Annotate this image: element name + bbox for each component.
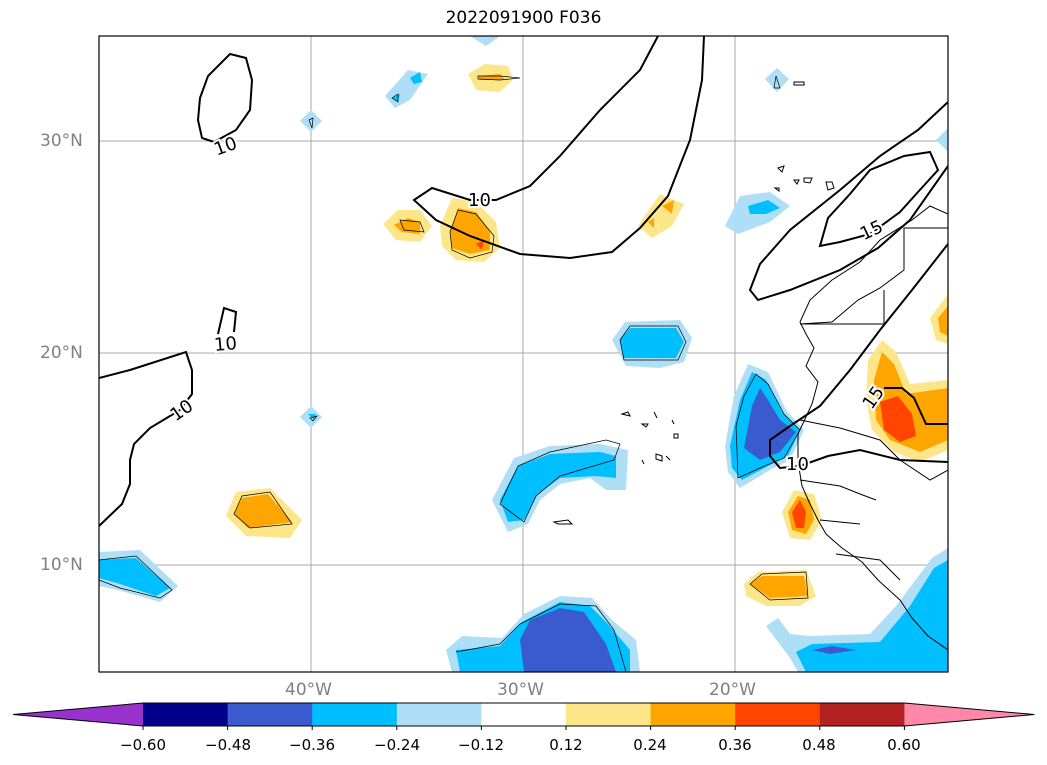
negative-anomaly-region xyxy=(744,388,796,460)
colorbar-segment xyxy=(396,703,482,726)
africa-coastline xyxy=(797,205,948,651)
contour-line xyxy=(748,101,948,302)
positive-anomaly-region xyxy=(478,74,505,80)
negative-anomaly-region xyxy=(520,608,616,672)
lon-label-20w: 20°W xyxy=(709,680,756,700)
canary-islands xyxy=(773,165,835,192)
negative-anomaly-region xyxy=(500,452,616,522)
positive-anomaly-region xyxy=(750,576,808,598)
negative-anomaly-region xyxy=(748,200,780,214)
colorbar-tick-label: −0.60 xyxy=(120,736,166,754)
colorbar-segment xyxy=(227,703,313,726)
negative-anomaly-region xyxy=(392,72,422,102)
lat-label-20n: 20°N xyxy=(40,343,83,363)
country-border xyxy=(800,290,885,325)
negative-anomaly-region xyxy=(812,646,856,654)
colorbar-segment xyxy=(650,703,736,726)
negative-anomaly-region xyxy=(308,414,316,420)
map-title: 2022091900 F036 xyxy=(445,8,602,28)
cape-verde-islands xyxy=(620,411,679,465)
positive-anomaly-region xyxy=(938,306,948,336)
contour-line xyxy=(217,306,238,335)
contour-label: 10 xyxy=(166,396,197,426)
country-border xyxy=(799,479,901,581)
contour-line xyxy=(818,150,940,248)
madeira-island xyxy=(793,81,805,86)
contour-label: 10 xyxy=(213,333,238,356)
country-border xyxy=(799,419,948,481)
negative-anomaly-region xyxy=(796,560,948,672)
colorbar-tick-label: 0.36 xyxy=(718,736,752,754)
lat-label-30n: 30°N xyxy=(40,131,83,151)
colorbar-segment xyxy=(481,703,567,726)
colorbar-tick-label: −0.12 xyxy=(458,736,504,754)
colorbar-segment xyxy=(735,703,821,726)
contour-line xyxy=(99,350,193,527)
lat-label-10n: 10°N xyxy=(40,555,83,575)
coastlines xyxy=(552,81,948,651)
contour-line xyxy=(196,52,254,144)
contour-label: 15 xyxy=(857,216,887,245)
contour-label: 10 xyxy=(211,133,240,161)
anomaly-outlines xyxy=(99,75,809,672)
anomaly-shading xyxy=(99,36,948,672)
negative-anomaly-region xyxy=(470,36,500,46)
colorbar-segment xyxy=(566,703,652,726)
negative-anomaly-region xyxy=(385,70,428,108)
contour-label: 10 xyxy=(786,454,809,475)
contour-label: 10 xyxy=(468,190,491,211)
contour-line xyxy=(412,36,705,260)
colorbar-tick-label: 0.60 xyxy=(887,736,921,754)
colorbar-tick-label: 0.12 xyxy=(549,736,583,754)
contour-line xyxy=(884,387,948,425)
gridlines xyxy=(99,36,948,672)
positive-anomaly-region xyxy=(638,194,684,238)
positive-anomaly-region xyxy=(476,240,484,250)
iberia-morocco-border xyxy=(799,227,948,325)
main-contours xyxy=(99,36,948,527)
colorbar xyxy=(12,702,1035,730)
negative-anomaly-region xyxy=(300,110,322,132)
map-frame xyxy=(98,35,949,673)
colorbar-segment xyxy=(312,703,398,726)
negative-anomaly-region xyxy=(99,558,170,596)
positive-anomaly-region xyxy=(648,200,674,228)
colorbar-segment xyxy=(819,703,905,726)
colorbar-extend-min xyxy=(13,703,143,726)
lon-label-40w: 40°W xyxy=(285,680,332,700)
mid-atlantic-feature xyxy=(552,519,574,525)
positive-anomaly-region xyxy=(792,500,806,528)
colorbar-tick-label: −0.24 xyxy=(374,736,420,754)
colorbar-extend-max xyxy=(904,703,1035,726)
colorbar-tick-label: −0.48 xyxy=(205,736,251,754)
positive-anomaly-region xyxy=(234,494,292,528)
colorbar-segment xyxy=(143,703,229,726)
colorbar-tick-label: −0.36 xyxy=(289,736,335,754)
colorbar-tick-label: 0.48 xyxy=(802,736,836,754)
colorbar-tick-label: 0.24 xyxy=(633,736,667,754)
positive-anomaly-region xyxy=(880,396,916,442)
negative-anomaly-region xyxy=(936,128,948,152)
negative-anomaly-region xyxy=(620,328,684,358)
contour-line xyxy=(769,243,948,470)
lon-label-30w: 30°W xyxy=(497,680,544,700)
